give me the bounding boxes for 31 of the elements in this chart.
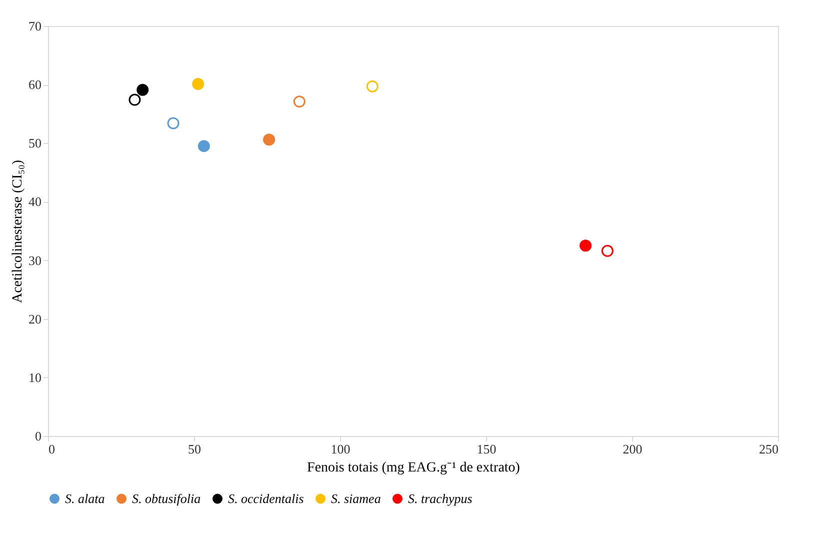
x-axis-title: Fenois totais (mg EAG.g⁻¹ de extrato) xyxy=(307,460,520,476)
point xyxy=(263,134,276,146)
point xyxy=(136,84,149,96)
y-tick-label: 10 xyxy=(28,370,42,385)
y-tick-label: 70 xyxy=(28,18,42,34)
point xyxy=(198,140,210,152)
x-tick-label: 150 xyxy=(476,442,496,456)
point xyxy=(128,94,141,106)
y-tick-label: 50 xyxy=(28,136,42,151)
legend-label: S. trachypus xyxy=(408,490,472,506)
y-tick-label: 20 xyxy=(28,311,42,326)
x-tick-label: 100 xyxy=(330,442,350,456)
point xyxy=(601,244,614,257)
y-tick-label: 30 xyxy=(28,252,42,268)
y-axis-title: Acetilcolinesterase (CI₅₀) xyxy=(10,160,26,304)
y-tick-label: 40 xyxy=(28,194,42,210)
y-tick-label: 0 xyxy=(35,428,42,444)
point xyxy=(192,78,204,90)
legend-label: S. siamea xyxy=(331,490,382,506)
legend-label: S. occidentalis xyxy=(228,490,304,506)
x-tick-label: 50 xyxy=(188,442,201,456)
point xyxy=(580,240,592,252)
legend-label: S. alata xyxy=(65,490,106,506)
point xyxy=(366,80,378,92)
x-tick-label: 200 xyxy=(622,442,642,456)
x-tick-label: 0 xyxy=(48,442,55,456)
x-tick-label: 250 xyxy=(759,442,778,456)
point xyxy=(167,117,180,130)
y-tick-label: 60 xyxy=(28,77,42,92)
point xyxy=(293,96,306,108)
legend-label: S. obtusifolia xyxy=(132,490,202,506)
